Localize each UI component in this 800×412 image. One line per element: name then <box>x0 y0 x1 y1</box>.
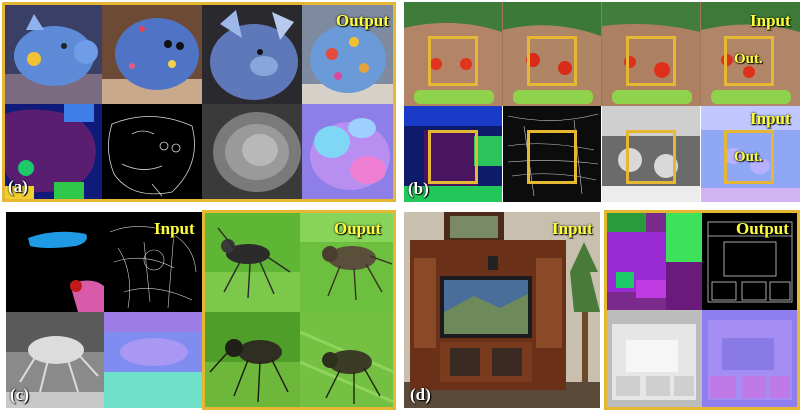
panel-c: Input Ouput (c) <box>0 208 398 412</box>
panel-a-depth <box>202 104 302 200</box>
panel-d-output-tag: Output <box>736 219 789 238</box>
panel-b-photo-strip <box>404 2 800 106</box>
panel-a-output-tag: Output <box>336 11 389 30</box>
panel-a-photo-2 <box>102 4 202 104</box>
panel-d-depth <box>606 310 702 408</box>
panel-a-photo-3 <box>202 4 302 104</box>
panel-c-output-tag: Ouput <box>334 219 382 238</box>
panel-a-photo-1 <box>4 4 102 104</box>
panel-a-label: (a) <box>8 177 28 196</box>
panel-a-photo-4-output <box>302 4 394 104</box>
panel-d: Input Output (d) <box>404 208 800 412</box>
panel-d-input-tag: Input <box>552 219 593 238</box>
panel-b-condition-strip <box>404 106 800 202</box>
panel-b-out-tag-bottom: Out. <box>734 149 763 165</box>
panel-a-segmentation <box>4 104 102 200</box>
panel-c-normal-map <box>104 312 202 408</box>
panel-b-out-tag-top: Out. <box>734 51 763 67</box>
panel-c-output-3 <box>204 312 300 408</box>
panel-c-output-1 <box>204 212 300 312</box>
panel-c-output-4 <box>300 312 394 408</box>
panel-c-segmentation <box>6 212 104 312</box>
panel-c-output-2 <box>300 212 394 312</box>
panel-a-normal-map <box>302 104 394 200</box>
panel-d-edges <box>702 212 798 310</box>
panel-d-input-photo <box>404 212 600 408</box>
panel-b-input-tag-top: Input <box>750 11 791 30</box>
panel-d-segmentation <box>606 212 702 310</box>
panel-a-edges <box>102 104 202 200</box>
panel-b: Input Out. Input Out. (b) <box>404 0 800 204</box>
panel-c-depth <box>6 312 104 408</box>
panel-d-label: (d) <box>410 385 431 404</box>
panel-a: Output (a) <box>0 0 398 204</box>
panel-c-label: (c) <box>10 385 29 404</box>
panel-d-normal-map <box>702 310 798 408</box>
panel-c-input-tag: Input <box>154 219 195 238</box>
panel-c-edges <box>104 212 202 312</box>
panel-b-input-tag-bottom: Input <box>750 109 791 128</box>
panel-b-label: (b) <box>408 179 429 198</box>
